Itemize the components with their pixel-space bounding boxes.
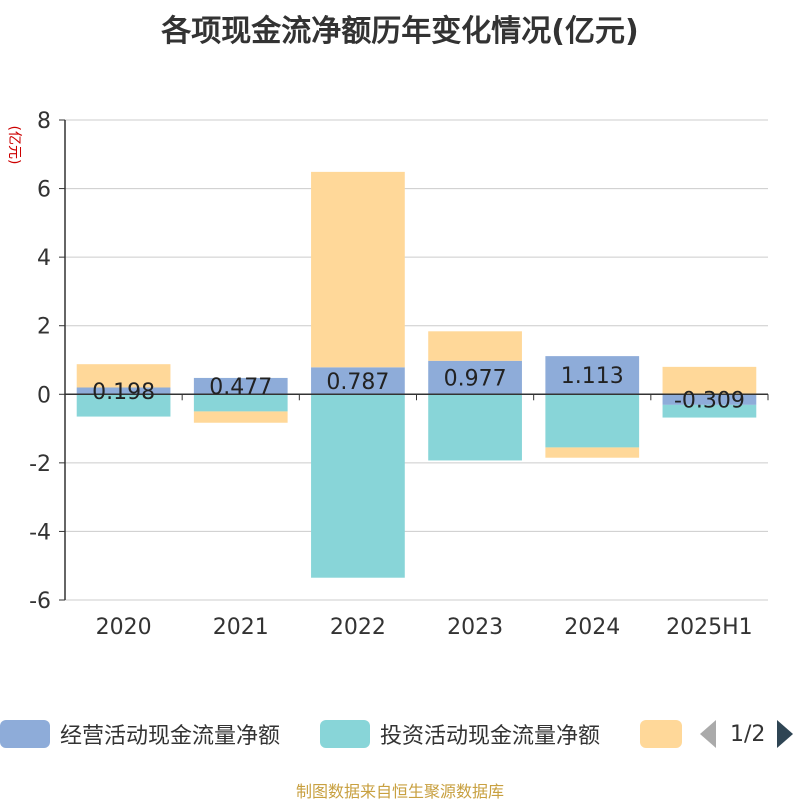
legend-page-indicator: 1/2: [730, 721, 766, 747]
bar-series-2: [545, 447, 640, 458]
bar-data-label: 0.977: [444, 367, 507, 392]
bar-data-label: 0.787: [326, 370, 389, 395]
legend-item-investing[interactable]: 投资活动现金流量净额: [320, 716, 600, 752]
legend-swatch-operating: [0, 720, 50, 748]
legend-swatch-third: [640, 720, 682, 748]
bar-data-label: 0.477: [209, 375, 272, 400]
x-tick-label: 2024: [564, 615, 620, 640]
y-tick-label: 2: [37, 315, 51, 340]
bar-series-1: [76, 394, 171, 417]
bar-series-2: [76, 364, 171, 388]
bar-series-1: [193, 394, 288, 412]
bar-series-2: [662, 366, 757, 395]
bar-data-label: -0.309: [674, 389, 745, 414]
y-tick-label: 8: [37, 109, 51, 134]
y-axis-label: (亿元): [6, 126, 22, 165]
y-tick-label: -6: [29, 589, 51, 614]
bar-series-1: [662, 404, 757, 418]
bar-series-0: [76, 387, 171, 395]
bar-series-0: [545, 356, 640, 395]
bar-series-1: [428, 394, 522, 461]
bar-series-0: [428, 360, 522, 395]
x-tick-label: 2023: [447, 615, 503, 640]
x-tick-label: 2022: [330, 615, 386, 640]
x-tick-label: 2021: [213, 615, 269, 640]
bar-series-1: [545, 394, 640, 448]
bar-data-label: 0.198: [92, 380, 155, 405]
legend-next-page-icon[interactable]: [777, 720, 794, 748]
legend-label-operating: 经营活动现金流量净额: [60, 724, 281, 749]
y-tick-label: 0: [37, 383, 51, 408]
y-tick-label: -2: [29, 452, 51, 477]
legend-item-third[interactable]: [640, 716, 682, 752]
y-tick-label: -4: [29, 520, 51, 545]
data-source-note: 制图数据来自恒生聚源数据库: [295, 782, 504, 801]
legend-label-investing: 投资活动现金流量净额: [380, 724, 601, 749]
legend-swatch-investing: [320, 720, 370, 748]
x-tick-label: 2025H1: [666, 615, 753, 640]
legend-pager: 1/2: [700, 716, 794, 752]
bar-series-1: [311, 394, 405, 578]
bar-series-0: [311, 367, 405, 395]
x-tick-label: 2020: [96, 615, 152, 640]
legend-prev-page-icon[interactable]: [700, 720, 716, 748]
bar-series-2: [311, 171, 405, 368]
y-tick-label: 4: [37, 246, 51, 271]
bar-series-2: [428, 331, 522, 361]
bar-data-label: 1.113: [561, 364, 624, 389]
bar-series-2: [193, 411, 288, 423]
chart-title: 各项现金流净额历年变化情况(亿元): [161, 14, 639, 49]
y-tick-label: 6: [37, 178, 51, 203]
bar-series-0: [662, 394, 757, 405]
legend-item-operating[interactable]: 经营活动现金流量净额: [0, 716, 280, 752]
bar-series-0: [193, 377, 288, 395]
legend: 经营活动现金流量净额 投资活动现金流量净额 1/2: [0, 716, 800, 756]
